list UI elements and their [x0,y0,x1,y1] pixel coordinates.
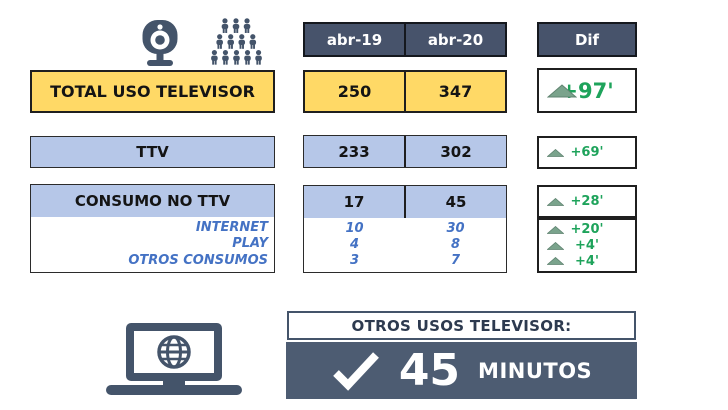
footer-minutes-value: 45 [398,344,461,396]
sub-values-internet: 10 30 [304,221,506,236]
dif-otros-value: +4' [575,253,599,269]
value-otros-abr20: 7 [450,253,461,269]
row-label-total-uso-televisor: TOTAL USO TELEVISOR [30,70,275,113]
checkmark-icon [331,351,381,391]
dif-play: +4' [539,238,635,254]
row-values-ttv: 233 302 [303,135,507,168]
footer-title: OTROS USOS TELEVISOR: [287,311,636,340]
sub-label-play: PLAY [232,236,268,252]
value-total-abr20: 347 [438,82,473,101]
dif-consumo-sub-items: +20' +4' +4' [537,218,637,273]
sub-values-otros-consumos: 3 7 [304,253,506,268]
value-consumo-abr20: 45 [445,193,467,211]
webcam-icon [140,19,180,67]
dif-internet: +20' [539,222,635,238]
header-dif: Dif [537,22,637,57]
dif-total: +97' [537,68,637,113]
up-triangle-icon [546,257,565,266]
group-consumo-no-ttv-values: 17 45 10 30 4 8 3 7 [303,185,507,273]
up-triangle-icon [546,148,565,157]
sub-label-otros-consumos: OTROS CONSUMOS [128,253,268,269]
dif-internet-value: +20' [570,222,604,238]
value-ttv-abr20: 302 [440,142,472,161]
column-headers: abr-19 abr-20 [303,22,507,57]
up-triangle-icon [546,197,565,206]
dif-consumo-value: +28' [570,194,604,209]
dif-ttv: +69' [537,136,637,169]
sub-label-internet: INTERNET [195,219,268,235]
value-play-abr20: 8 [450,236,461,252]
group-consumo-no-ttv-labels: CONSUMO NO TTV INTERNET PLAY OTROS CONSU… [30,184,275,273]
value-ttv-abr19: 233 [304,136,406,167]
value-internet-abr20: 30 [446,220,465,236]
dif-play-value: +4' [575,238,599,253]
footer-callout: 45 MINUTOS [286,342,637,399]
up-triangle-icon [546,225,565,234]
dif-otros-consumos: +4' [539,253,635,269]
value-internet-abr19: 10 [345,220,364,236]
dif-consumo-no-ttv: +28' [537,185,637,218]
footer-minutes-unit: MINUTOS [478,358,593,383]
laptop-globe-icon [104,321,244,397]
header-abr-19: abr-19 [305,24,406,55]
audience-icon [209,18,263,66]
row-label-consumo-no-ttv: CONSUMO NO TTV [31,185,274,217]
value-total-abr19: 250 [305,72,406,111]
row-values-total: 250 347 [303,70,507,113]
value-consumo-abr19: 17 [304,186,406,218]
header-abr-20: abr-20 [427,30,484,49]
value-play-abr19: 4 [349,236,360,252]
sub-values-play: 4 8 [304,237,506,252]
value-otros-abr19: 3 [349,253,360,269]
row-label-ttv: TTV [30,136,275,168]
up-triangle-icon [546,83,578,98]
dif-ttv-value: +69' [570,145,604,160]
up-triangle-icon [546,241,565,250]
